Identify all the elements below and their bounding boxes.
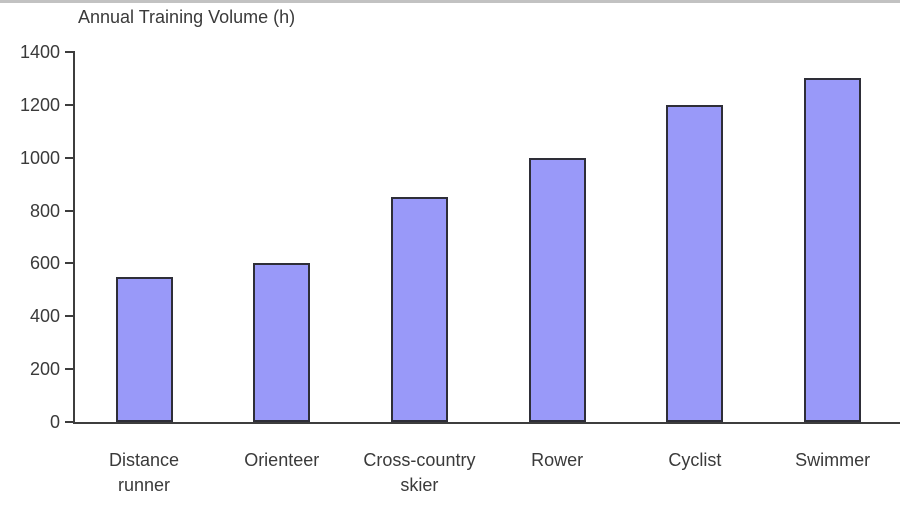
y-axis-tick-label: 600	[29, 253, 60, 274]
bar	[666, 104, 724, 422]
x-category-label: Rower	[531, 450, 584, 470]
top-rule-divider	[0, 0, 900, 3]
y-axis-tick	[65, 262, 73, 265]
x-category-label: Cyclist	[668, 450, 722, 470]
y-axis-tick	[65, 421, 73, 423]
y-axis-line	[73, 51, 75, 424]
x-category-label: Cross-country skier	[363, 450, 476, 495]
y-axis-tick	[65, 209, 73, 212]
bar	[253, 263, 311, 422]
bar	[115, 276, 173, 422]
y-axis-tick-label: 1400	[19, 42, 60, 62]
y-axis-tick-label: 200	[29, 359, 60, 380]
y-axis-tick	[65, 315, 73, 318]
chart-title: Annual Training Volume (h)	[78, 7, 296, 27]
x-category-label: Swimmer	[795, 450, 871, 470]
y-axis-tick-label: 400	[29, 306, 60, 327]
y-axis-tick	[65, 51, 73, 53]
x-category-label: Distance runner	[108, 450, 180, 495]
bar	[390, 197, 448, 422]
y-axis-tick	[65, 103, 73, 106]
y-axis-tick-label: 800	[29, 200, 60, 221]
y-axis-tick-label: 0	[49, 412, 60, 432]
bar	[528, 157, 586, 422]
y-axis-tick-label: 1000	[19, 147, 60, 168]
x-category-label: Orienteer	[244, 450, 320, 470]
y-axis-tick	[65, 368, 73, 371]
x-axis-line	[73, 422, 900, 424]
y-axis-tick-label: 1200	[19, 94, 60, 115]
y-axis-tick	[65, 156, 73, 159]
bar	[804, 78, 862, 422]
